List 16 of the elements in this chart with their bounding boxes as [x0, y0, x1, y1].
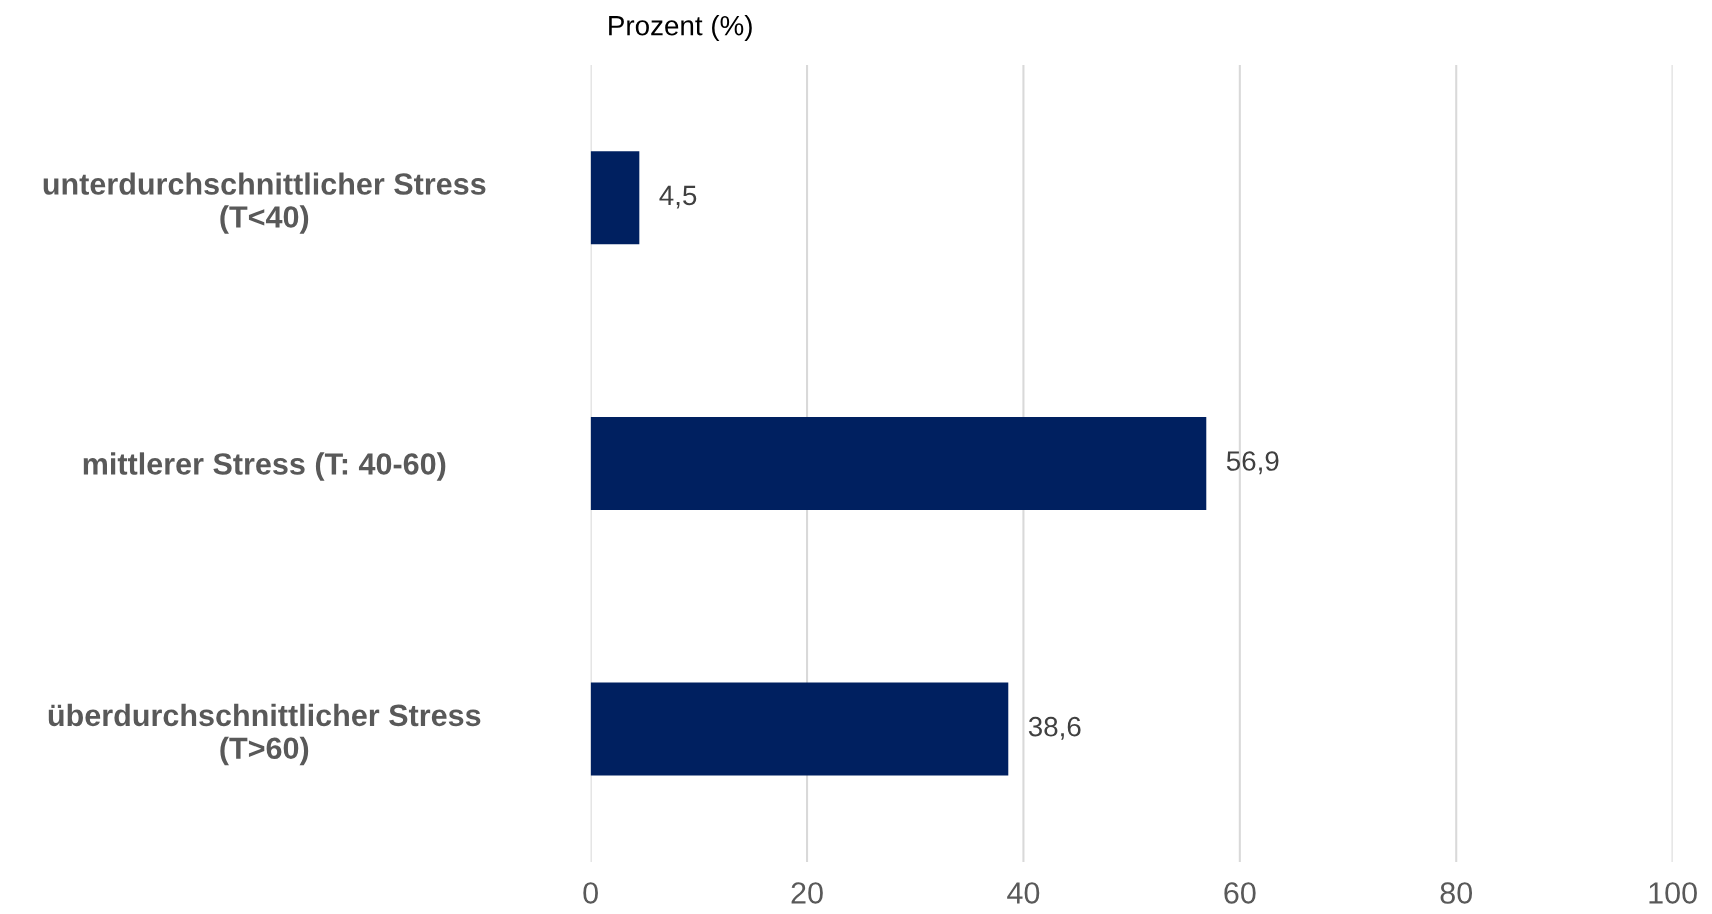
data-label: 56,9: [1226, 451, 1279, 475]
y-tick-label: überdurchschnittlicher Stress (T>60): [48, 703, 481, 766]
x-tick-label: 20: [791, 882, 823, 904]
bar: [590, 682, 1009, 776]
x-tick-label: 60: [1224, 882, 1256, 904]
data-label: 4,5: [659, 185, 697, 209]
data-label: 38,6: [1028, 716, 1081, 740]
x-tick-label: 40: [1007, 882, 1040, 904]
x-tick-label: 0: [583, 882, 598, 904]
bar: [590, 416, 1207, 510]
x-tick-label: 100: [1649, 882, 1697, 904]
bar: [590, 151, 640, 245]
x-axis-title: Prozent (%): [609, 15, 752, 41]
y-tick-label: mittlerer Stress (T: 40-60): [83, 452, 446, 481]
y-tick-label: unterdurchschnittlicher Stress (T<40): [43, 172, 486, 234]
x-tick-label: 80: [1440, 882, 1473, 904]
